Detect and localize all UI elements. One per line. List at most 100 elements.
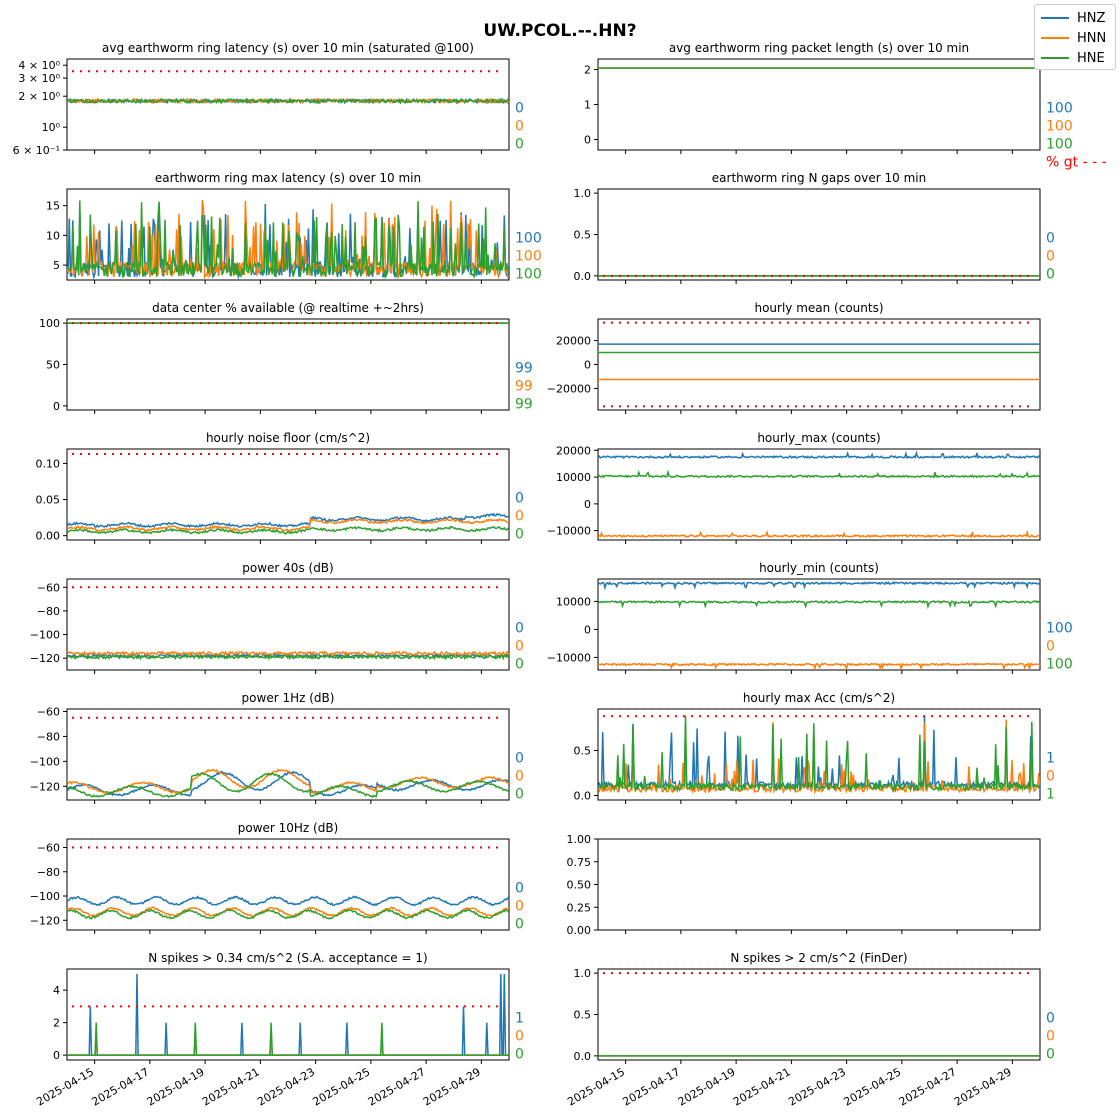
y-tick-label: 0	[584, 134, 591, 147]
x-tick-label: 2025-04-23	[255, 1065, 317, 1108]
x-tick-label: 2025-04-25	[842, 1065, 904, 1108]
right-label-hnz: 0	[515, 101, 524, 117]
x-tick-label: 2025-04-27	[897, 1065, 959, 1108]
right-label-hnn: 0	[1046, 769, 1055, 785]
chart-panel-p13: power 10Hz (dB) −120 −100 −80 −60 0 0 0	[30, 821, 524, 934]
y-tick-label: 0.75	[567, 856, 592, 869]
chart-panel-p16: N spikes > 2 cm/s^2 (FinDer) 0.0 0.5 1.0 202…	[565, 951, 1055, 1109]
series-line-hnn	[67, 650, 509, 657]
y-tick-label: 15	[46, 200, 60, 213]
y-tick-label: 2	[53, 1017, 60, 1030]
right-label-hne: 0	[515, 1047, 524, 1063]
y-tick-label: 0.00	[36, 530, 61, 543]
right-label-hnn: 0	[1046, 249, 1055, 265]
y-tick-label: 0	[584, 623, 591, 636]
extra-label: % gt - - -	[1046, 155, 1107, 171]
right-label-hnz: 100	[515, 231, 542, 247]
series-line-hne	[67, 772, 509, 799]
y-tick-label: 0.05	[36, 494, 61, 507]
y-tick-label: 10⁰	[42, 121, 61, 134]
y-tick-label: 3 × 10⁰	[18, 72, 60, 85]
chart-panel-p12: hourly max Acc (cm/s^2) 0.0 0.5 1 0 1	[574, 691, 1055, 804]
series-line-hne	[67, 1022, 509, 1056]
right-label-hnz: 1	[1046, 751, 1055, 767]
y-tick-label: 0.00	[567, 924, 592, 937]
right-label-hnn: 0	[515, 509, 524, 525]
x-tick-label: 2025-04-19	[676, 1065, 738, 1108]
x-tick-label: 2025-04-17	[90, 1065, 152, 1108]
chart-panel-p4: earthworm ring N gaps over 10 min 0.0 0.5 1…	[574, 171, 1055, 284]
y-tick-label: −120	[30, 780, 60, 793]
y-tick-label: −120	[30, 914, 60, 927]
right-label-hnn: 0	[515, 639, 524, 655]
series-line-hnn	[67, 768, 509, 795]
axes-frame	[66, 968, 510, 1061]
y-tick-label: −10000	[547, 651, 591, 664]
y-tick-label: 0.0	[574, 1050, 592, 1063]
chart-panel-p8: hourly_max (counts) −10000 0 10000 20000	[547, 431, 1041, 544]
axes-frame	[597, 838, 1041, 931]
chart-panel-p9: power 40s (dB) −120 −100 −80 −60 0 0 0	[30, 561, 524, 674]
y-tick-label: 0.5	[574, 744, 592, 757]
series-line-hnn	[67, 517, 509, 532]
y-tick-label: 1.0	[574, 967, 592, 980]
panel-title: hourly_max (counts)	[757, 431, 880, 445]
x-tick-label: 2025-04-19	[145, 1065, 207, 1108]
panel-title: avg earthworm ring latency (s) over 10 m…	[102, 41, 474, 55]
right-label-hne: 100	[515, 267, 542, 283]
panel-title: hourly_min (counts)	[759, 561, 879, 575]
chart-panel-p7: hourly noise floor (cm/s^2) 0.00 0.05 0.10 0…	[36, 431, 524, 544]
right-label-hne: 0	[515, 917, 524, 933]
y-tick-label: 10	[46, 229, 60, 242]
right-label-hnz: 0	[515, 491, 524, 507]
series-line-hnz	[598, 581, 1040, 591]
y-tick-label: 5	[53, 259, 60, 272]
figure-title: UW.PCOL.--.HN?	[483, 21, 636, 41]
panel-title: earthworm ring N gaps over 10 min	[712, 171, 926, 185]
legend: HNZ HNN HNE	[1034, 4, 1116, 70]
panel-title: N spikes > 0.34 cm/s^2 (S.A. acceptance …	[148, 951, 427, 965]
right-label-hne: 0	[1046, 1047, 1055, 1063]
y-tick-label: 0	[584, 359, 591, 372]
series-line-hne	[598, 715, 1040, 793]
series-line-hnz	[67, 512, 509, 529]
series-line-hne	[67, 97, 509, 105]
series-line-hne	[67, 200, 509, 280]
legend-label: HNZ	[1077, 10, 1106, 26]
right-label-hne: 0	[515, 527, 524, 543]
axes-frame	[597, 58, 1041, 151]
y-tick-label: 0	[584, 498, 591, 511]
series-line-hne	[598, 599, 1040, 610]
right-label-hnn: 0	[1046, 1029, 1055, 1045]
y-tick-label: 1.00	[567, 833, 592, 846]
chart-panel-p10: hourly_min (counts) −10000 0 10000 100 0 100	[547, 561, 1073, 674]
y-tick-label: −80	[37, 730, 60, 743]
x-tick-label: 2025-04-25	[311, 1065, 373, 1108]
legend-item-hnn: HNN	[1041, 29, 1106, 47]
y-tick-label: 0	[53, 400, 60, 413]
y-tick-label: −60	[37, 841, 60, 854]
y-tick-label: 1	[584, 99, 591, 112]
chart-panel-p14: 0.00 0.25 0.50 0.75 1.00	[567, 833, 1041, 937]
chart-panel-p2: avg earthworm ring packet length (s) ove…	[584, 41, 1107, 171]
right-label-hne: 100	[1046, 657, 1073, 673]
panel-title: hourly mean (counts)	[754, 301, 883, 315]
right-label-hnz: 100	[1046, 621, 1073, 637]
y-tick-label: 0.50	[567, 879, 592, 892]
right-label-hnn: 99	[515, 379, 533, 395]
axes-frame	[66, 318, 510, 411]
chart-panel-p5: data center % available (@ realtime +~2h…	[39, 301, 533, 414]
y-tick-label: 1.0	[574, 187, 592, 200]
right-label-hnz: 0	[515, 751, 524, 767]
y-tick-label: 6 × 10⁻¹	[13, 144, 60, 157]
chart-panel-p1: avg earthworm ring latency (s) over 10 m…	[13, 41, 524, 157]
panel-title: power 1Hz (dB)	[242, 691, 335, 705]
x-tick-label: 2025-04-27	[366, 1065, 428, 1108]
y-tick-label: 50	[46, 359, 60, 372]
right-label-hnz: 0	[515, 621, 524, 637]
y-tick-label: 10000	[556, 595, 591, 608]
series-line-hnn	[598, 529, 1040, 539]
legend-item-hnz: HNZ	[1041, 9, 1105, 27]
y-tick-label: 2 × 10⁰	[18, 90, 60, 103]
